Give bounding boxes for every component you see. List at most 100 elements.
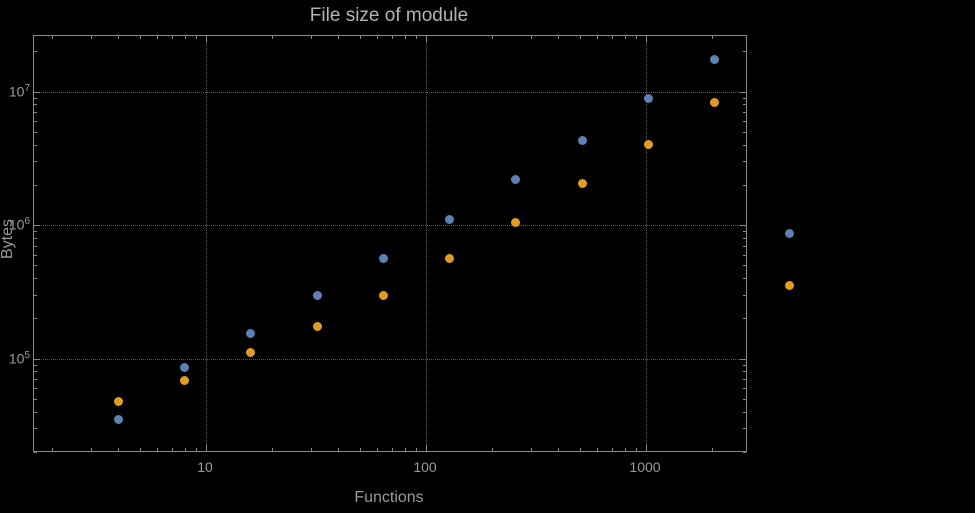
x-minor-tick-mark bbox=[52, 448, 54, 451]
data-point bbox=[312, 321, 322, 331]
x-minor-tick-mark bbox=[157, 36, 159, 39]
x-minor-tick-mark bbox=[624, 36, 626, 39]
x-minor-tick-mark bbox=[359, 36, 361, 39]
x-minor-tick-mark bbox=[338, 448, 340, 451]
x-minor-tick-mark bbox=[579, 448, 581, 451]
data-point bbox=[709, 97, 719, 107]
y-minor-tick-mark bbox=[34, 379, 37, 381]
y-minor-tick-mark bbox=[34, 398, 37, 400]
data-point bbox=[643, 94, 653, 104]
y-minor-tick-mark bbox=[743, 104, 746, 106]
x-minor-tick-mark bbox=[712, 36, 714, 39]
y-minor-tick-mark bbox=[34, 131, 37, 133]
y-minor-tick-mark bbox=[34, 364, 37, 366]
y-minor-tick-mark bbox=[34, 245, 37, 247]
y-minor-tick-mark bbox=[34, 97, 37, 99]
y-minor-tick-mark bbox=[743, 237, 746, 239]
y-tick-label: 105 bbox=[8, 349, 30, 367]
x-minor-tick-mark bbox=[712, 448, 714, 451]
x-minor-tick-mark bbox=[377, 448, 379, 451]
y-minor-tick-mark bbox=[743, 371, 746, 373]
x-minor-tick-mark bbox=[359, 448, 361, 451]
x-minor-tick-mark bbox=[272, 36, 274, 39]
x-minor-tick-mark bbox=[635, 448, 637, 451]
y-minor-tick-mark bbox=[34, 428, 37, 430]
y-minor-tick-mark bbox=[34, 294, 37, 296]
x-tick-mark bbox=[206, 445, 207, 451]
x-tick-mark bbox=[426, 445, 427, 451]
y-minor-tick-mark bbox=[743, 278, 746, 280]
y-tick-label: 107 bbox=[8, 82, 30, 100]
x-minor-tick-mark bbox=[118, 448, 120, 451]
y-minor-tick-mark bbox=[743, 294, 746, 296]
y-minor-tick-mark bbox=[743, 379, 746, 381]
y-minor-tick-mark bbox=[34, 237, 37, 239]
y-minor-tick-mark bbox=[34, 112, 37, 114]
x-minor-tick-mark bbox=[171, 448, 173, 451]
y-minor-tick-mark bbox=[743, 184, 746, 186]
y-tick-mark bbox=[34, 225, 40, 226]
x-minor-tick-mark bbox=[611, 36, 613, 39]
data-point bbox=[246, 348, 256, 358]
x-tick-mark bbox=[206, 36, 207, 42]
data-point bbox=[180, 363, 190, 373]
x-tick-mark bbox=[646, 445, 647, 451]
x-minor-tick-mark bbox=[118, 36, 120, 39]
x-minor-tick-mark bbox=[195, 36, 197, 39]
gridline-horizontal bbox=[34, 225, 746, 226]
y-tick-mark bbox=[34, 358, 40, 360]
x-minor-tick-mark bbox=[597, 36, 599, 39]
y-tick-mark bbox=[740, 225, 746, 226]
y-minor-tick-mark bbox=[34, 51, 37, 53]
x-minor-tick-mark bbox=[530, 36, 532, 39]
data-point bbox=[643, 140, 653, 150]
y-minor-tick-mark bbox=[743, 97, 746, 99]
gridline-vertical bbox=[426, 36, 427, 451]
x-minor-tick-mark bbox=[310, 448, 312, 451]
y-minor-tick-mark bbox=[34, 411, 37, 413]
y-minor-tick-mark bbox=[743, 245, 746, 247]
y-minor-tick-mark bbox=[743, 451, 746, 453]
y-minor-tick-mark bbox=[743, 398, 746, 400]
data-point bbox=[511, 174, 521, 184]
x-minor-tick-mark bbox=[310, 36, 312, 39]
data-point bbox=[180, 376, 190, 386]
y-minor-tick-mark bbox=[743, 364, 746, 366]
y-minor-tick-mark bbox=[743, 254, 746, 256]
x-minor-tick-mark bbox=[415, 448, 417, 451]
y-minor-tick-mark bbox=[743, 121, 746, 123]
plot-frame bbox=[33, 35, 747, 453]
data-point bbox=[378, 291, 388, 301]
x-minor-tick-mark bbox=[90, 448, 92, 451]
data-point bbox=[378, 254, 388, 264]
x-minor-tick-mark bbox=[624, 448, 626, 451]
data-point bbox=[445, 214, 455, 224]
x-minor-tick-mark bbox=[391, 448, 393, 451]
y-minor-tick-mark bbox=[743, 112, 746, 114]
data-point bbox=[511, 217, 521, 227]
x-minor-tick-mark bbox=[157, 448, 159, 451]
y-minor-tick-mark bbox=[743, 51, 746, 53]
x-minor-tick-mark bbox=[391, 36, 393, 39]
y-minor-tick-mark bbox=[34, 121, 37, 123]
data-point bbox=[312, 291, 322, 301]
data-point bbox=[445, 254, 455, 264]
x-minor-tick-mark bbox=[171, 36, 173, 39]
x-minor-tick-mark bbox=[611, 448, 613, 451]
legend-marker bbox=[785, 228, 794, 238]
gridline-vertical bbox=[206, 36, 207, 451]
x-minor-tick-mark bbox=[139, 448, 141, 451]
data-point bbox=[246, 328, 256, 338]
y-minor-tick-mark bbox=[34, 451, 37, 453]
legend-marker bbox=[785, 280, 794, 290]
data-point bbox=[709, 54, 719, 64]
x-tick-label: 100 bbox=[413, 459, 437, 475]
x-minor-tick-mark bbox=[558, 448, 560, 451]
x-minor-tick-mark bbox=[492, 448, 494, 451]
y-minor-tick-mark bbox=[34, 388, 37, 390]
y-minor-tick-mark bbox=[743, 411, 746, 413]
y-minor-tick-mark bbox=[743, 388, 746, 390]
y-tick-mark bbox=[740, 91, 746, 93]
x-minor-tick-mark bbox=[139, 36, 141, 39]
